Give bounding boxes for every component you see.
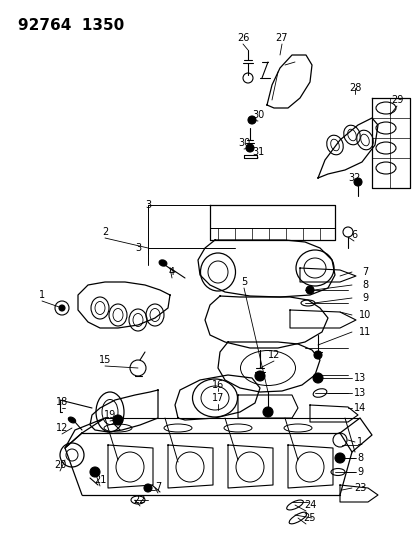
Text: 24: 24 <box>303 500 316 510</box>
Circle shape <box>254 371 264 381</box>
Text: 12: 12 <box>56 423 68 433</box>
Text: 17: 17 <box>211 393 224 403</box>
Text: 28: 28 <box>348 83 360 93</box>
Circle shape <box>312 373 322 383</box>
Text: 23: 23 <box>353 483 366 493</box>
Text: 12: 12 <box>267 350 280 360</box>
Text: 9: 9 <box>361 293 367 303</box>
Text: 6: 6 <box>350 230 356 240</box>
Text: 16: 16 <box>211 380 223 390</box>
Text: 21: 21 <box>94 475 106 485</box>
Text: 4: 4 <box>169 267 175 277</box>
Circle shape <box>245 144 254 152</box>
Circle shape <box>247 116 255 124</box>
Text: 26: 26 <box>236 33 249 43</box>
Circle shape <box>113 415 123 425</box>
Text: 13: 13 <box>353 388 365 398</box>
Text: 25: 25 <box>303 513 316 523</box>
Circle shape <box>305 286 313 294</box>
Text: 92764  1350: 92764 1350 <box>18 18 124 33</box>
Circle shape <box>144 484 152 492</box>
Ellipse shape <box>159 260 166 266</box>
Text: 32: 32 <box>348 173 360 183</box>
Text: 7: 7 <box>361 267 367 277</box>
Text: 27: 27 <box>275 33 287 43</box>
Text: 7: 7 <box>154 482 161 492</box>
Text: 1: 1 <box>39 290 45 300</box>
Text: 11: 11 <box>358 327 370 337</box>
Text: 19: 19 <box>104 410 116 420</box>
Text: 1: 1 <box>356 437 362 447</box>
Circle shape <box>313 351 321 359</box>
Text: 18: 18 <box>56 397 68 407</box>
Text: 3: 3 <box>135 243 141 253</box>
Text: 15: 15 <box>99 355 111 365</box>
Text: 22: 22 <box>133 495 146 505</box>
Text: 30: 30 <box>251 110 263 120</box>
Text: 8: 8 <box>356 453 362 463</box>
Text: 13: 13 <box>353 373 365 383</box>
Text: 31: 31 <box>251 147 263 157</box>
Text: 29: 29 <box>390 95 402 105</box>
Circle shape <box>262 407 272 417</box>
Text: 2: 2 <box>102 227 108 237</box>
Text: 8: 8 <box>361 280 367 290</box>
Text: 30: 30 <box>237 138 249 148</box>
Circle shape <box>353 178 361 186</box>
Ellipse shape <box>68 417 76 423</box>
Text: 3: 3 <box>145 200 151 210</box>
Text: 10: 10 <box>358 310 370 320</box>
Text: 9: 9 <box>356 467 362 477</box>
Text: 14: 14 <box>353 403 365 413</box>
Circle shape <box>59 305 65 311</box>
Circle shape <box>334 453 344 463</box>
Text: 5: 5 <box>240 277 247 287</box>
Text: 20: 20 <box>54 460 66 470</box>
Circle shape <box>90 467 100 477</box>
